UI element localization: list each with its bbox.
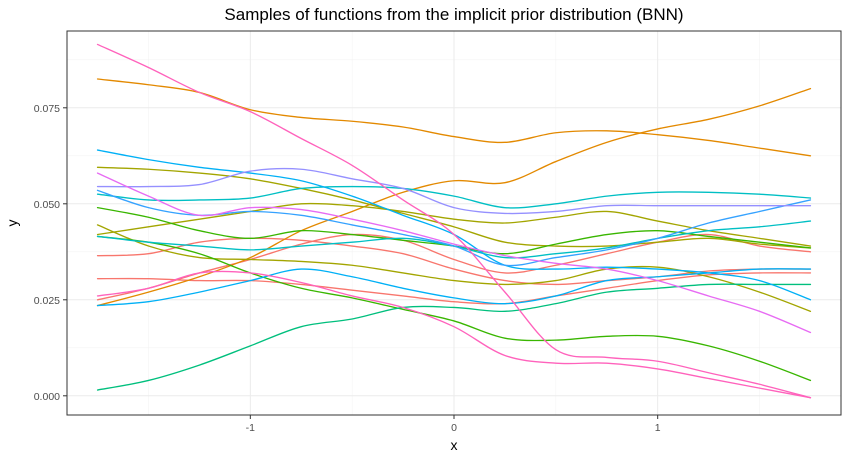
series-line-18 [96,172,812,334]
y-tick-label: 0.075 [34,103,60,115]
series-line-12 [96,185,812,209]
y-tick-label: 0.000 [34,391,60,403]
series-line-19 [96,43,812,399]
y-tick-label: 0.050 [34,199,60,211]
series-line-1 [96,233,812,301]
series-line-11 [96,283,812,391]
series-line-15 [96,268,812,307]
grid [67,31,841,415]
x-tick-label: 1 [655,422,661,434]
series-lines [96,43,812,399]
x-axis-ticks: -1 0 1 [246,415,661,434]
x-axis-label: x [451,437,458,453]
series-line-2 [96,237,812,286]
x-tick-label: -1 [246,422,255,434]
y-axis-label: y [4,220,20,227]
series-line-20 [96,270,812,399]
series-line-4 [96,78,812,157]
series-line-6 [96,166,812,249]
chart-title: Samples of functions from the implicit p… [224,5,683,24]
x-tick-label: 0 [451,422,457,434]
y-axis-ticks: 0.000 0.025 0.050 0.075 [34,103,67,403]
series-line-3 [96,272,812,305]
y-tick-label: 0.025 [34,295,60,307]
series-line-17 [96,167,812,215]
series-line-10 [96,235,812,382]
